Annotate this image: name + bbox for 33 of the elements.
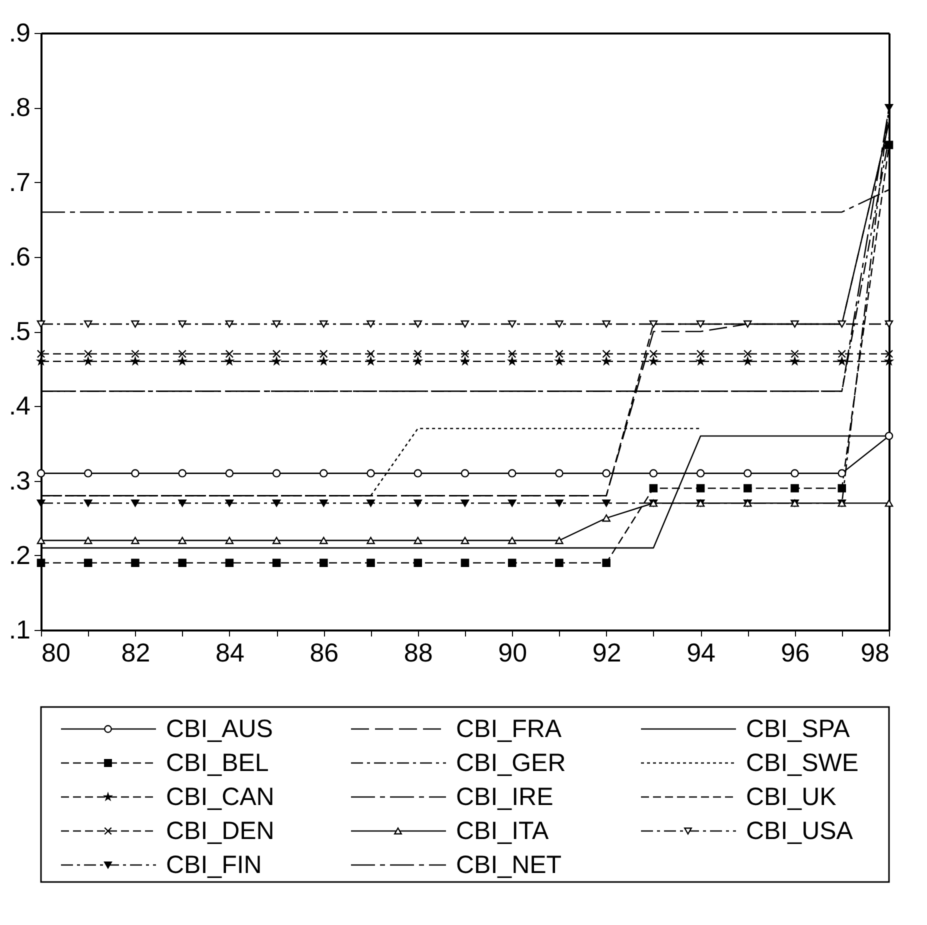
x-tick-label: 80 bbox=[42, 638, 70, 668]
y-tick-label: .5 bbox=[8, 316, 30, 346]
legend-label: CBI_USA bbox=[746, 817, 854, 845]
legend-label: CBI_GER bbox=[456, 749, 566, 777]
x-tick-label: 94 bbox=[686, 638, 716, 668]
legend-label: CBI_NET bbox=[456, 851, 562, 879]
x-tick-label: 92 bbox=[592, 638, 622, 668]
x-tick-label: 98 bbox=[860, 638, 890, 668]
x-tick-label: 88 bbox=[404, 638, 433, 668]
legend-label: CBI_SWE bbox=[746, 749, 859, 777]
y-tick-label: .9 bbox=[8, 18, 30, 48]
y-tick-label: .7 bbox=[8, 166, 30, 197]
legend-label: CBI_AUS bbox=[166, 715, 273, 743]
legend-label: CBI_IRE bbox=[456, 783, 554, 811]
legend-label: CBI_FIN bbox=[166, 851, 262, 879]
x-tick-label: 86 bbox=[310, 638, 339, 668]
y-tick-label: .2 bbox=[8, 540, 30, 570]
legend-label: CBI_CAN bbox=[166, 783, 274, 811]
y-tick-label: .3 bbox=[8, 465, 30, 496]
x-tick-label: 90 bbox=[498, 638, 528, 668]
legend-label: CBI_FRA bbox=[456, 715, 562, 743]
legend-label: CBI_ITA bbox=[456, 817, 549, 845]
x-tick-label: 96 bbox=[780, 638, 810, 668]
legend-label: CBI_SPA bbox=[746, 715, 850, 743]
legend-label: CBI_DEN bbox=[166, 817, 274, 845]
y-tick-label: .4 bbox=[8, 390, 30, 421]
legend-label: CBI_BEL bbox=[166, 749, 269, 777]
y-tick-label: .1 bbox=[8, 614, 30, 644]
x-tick-label: 82 bbox=[121, 638, 150, 668]
x-tick-label: 84 bbox=[215, 638, 244, 668]
y-tick-label: .8 bbox=[8, 92, 30, 122]
legend-label: CBI_UK bbox=[746, 783, 837, 811]
y-tick-label: .6 bbox=[8, 241, 30, 272]
